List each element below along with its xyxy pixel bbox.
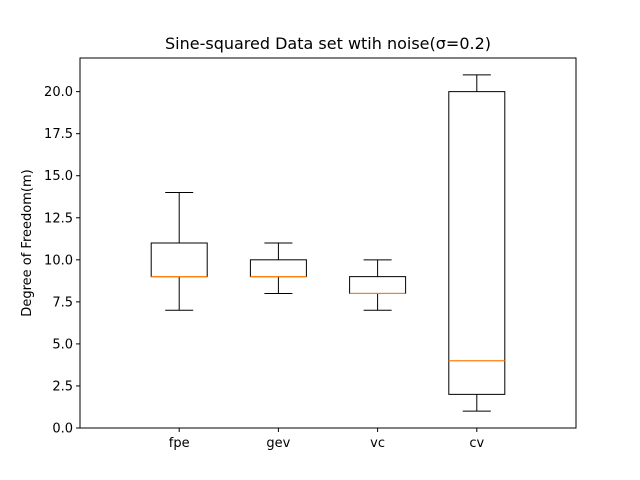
box-body	[150, 242, 208, 278]
y-tick-label: 2.5	[52, 379, 73, 394]
y-tick-label: 7.5	[52, 295, 73, 310]
y-tick-label: 0.0	[52, 422, 73, 437]
box-body	[349, 276, 407, 294]
box-gev	[249, 242, 307, 294]
x-tick-label: vc	[370, 436, 385, 451]
box-series	[150, 74, 506, 412]
y-tick-label: 20.0	[44, 85, 73, 100]
y-tick-label: 17.5	[44, 127, 73, 142]
box-body	[249, 259, 307, 278]
y-tick-label: 5.0	[52, 337, 73, 352]
x-tick-label: cv	[469, 436, 484, 451]
box-fpe	[150, 192, 208, 311]
y-axis: 0.0 2.5 5.0 7.5 10.0 12.5 15.0 17.5 20.0	[44, 85, 80, 437]
x-tick-label: gev	[266, 436, 290, 451]
y-tick-label: 10.0	[44, 253, 73, 268]
y-tick-label: 15.0	[44, 169, 73, 184]
y-axis-label: Degree of Freedom(m)	[20, 169, 35, 316]
plot-area-frame	[79, 57, 577, 429]
y-tick-label: 12.5	[44, 211, 73, 226]
box-cv	[448, 74, 506, 412]
chart-title: Sine-squared Data set wtih noise(σ=0.2)	[165, 34, 491, 53]
box-body	[448, 91, 506, 395]
box-vc	[349, 259, 407, 311]
x-axis: fpe gev vc cv	[169, 428, 485, 451]
x-tick-label: fpe	[169, 436, 190, 451]
